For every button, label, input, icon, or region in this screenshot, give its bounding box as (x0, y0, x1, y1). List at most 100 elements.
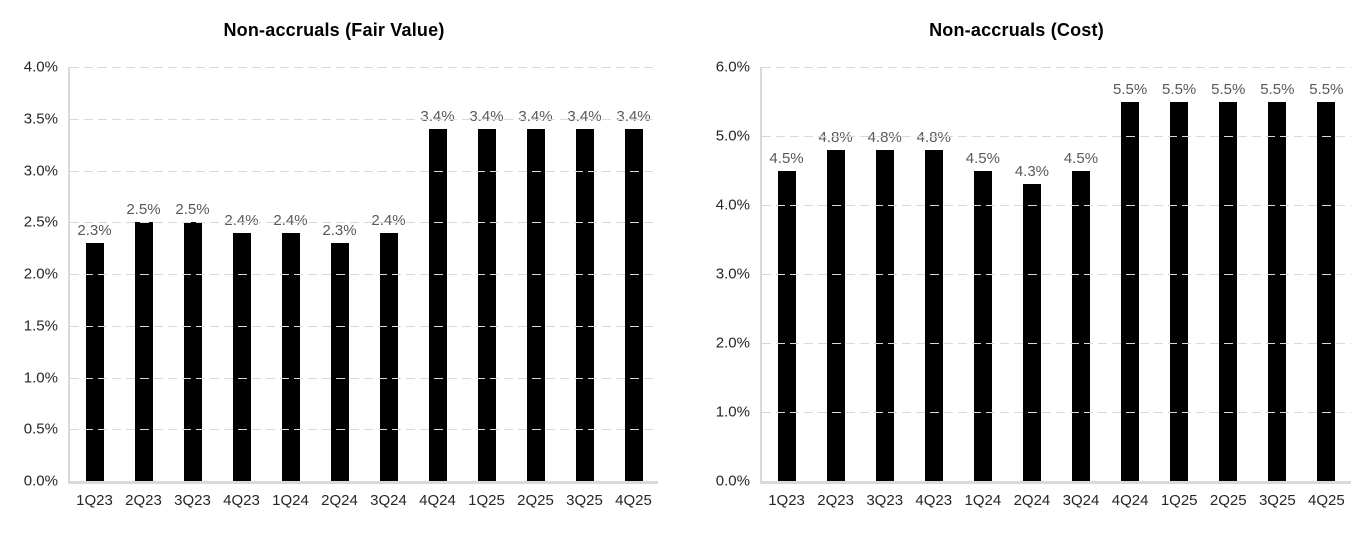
bar-value-label: 3.4% (567, 108, 602, 126)
gridline (70, 377, 658, 379)
x-tick-label: 2Q24 (1013, 492, 1051, 509)
x-tick-label: 1Q24 (272, 492, 309, 509)
bar (777, 170, 796, 481)
gridline (70, 429, 658, 431)
bar (232, 232, 251, 481)
x-axis: 1Q23 2Q23 3Q23 4Q23 1Q24 2Q24 3Q24 4Q24 1Q25 2Q25… (682, 492, 1351, 509)
bar-series: 4.5% 4.8% 4.8% 4.8% 4.5% 4.3% 4.5% 5.5% 5.5% 5.5%… (762, 67, 1351, 481)
bar-cell: 5.5% (1106, 67, 1155, 481)
gridline (70, 170, 658, 172)
bar-value-label: 4.5% (769, 149, 804, 167)
bar-cell: 4.8% (860, 67, 909, 481)
bar-value-label: 2.4% (273, 211, 308, 229)
bar (973, 170, 992, 481)
bar-value-label: 4.5% (1063, 149, 1099, 167)
plot-area: 2.3% 2.5% 2.5% 2.4% 2.4% 2.3% 2.4% 3.4% 3.4% 3.4%… (68, 67, 658, 484)
gridline (70, 274, 658, 275)
y-tick-label: 6.0% (715, 58, 750, 76)
bar (1219, 101, 1238, 481)
x-tick-label: 1Q23 (768, 492, 805, 509)
x-tick-label: 1Q24 (964, 492, 1002, 509)
bar-cell: 2.3% (70, 67, 119, 481)
bar-value-label: 5.5% (1162, 80, 1197, 98)
bar-value-label: 2.3% (322, 221, 357, 239)
x-tick-label: 3Q25 (566, 492, 603, 509)
bar-value-label: 2.3% (77, 221, 112, 239)
bar-value-label: 5.5% (1112, 80, 1148, 98)
bar (826, 149, 845, 481)
bar-value-label: 2.5% (126, 201, 161, 219)
bar-value-label: 2.5% (175, 201, 210, 219)
x-tick-label: 3Q23 (174, 492, 211, 509)
x-axis-spacer (10, 492, 70, 509)
x-tick-label: 4Q25 (1308, 492, 1345, 509)
x-tick-label: 2Q25 (517, 492, 554, 509)
bar (875, 149, 894, 481)
bar-value-label: 4.8% (867, 128, 902, 146)
bar-cell: 4.8% (811, 67, 860, 481)
bar (526, 129, 545, 481)
x-tick-label: 3Q24 (1062, 492, 1100, 509)
bar-cell: 3.4% (462, 67, 511, 481)
bar-value-label: 3.4% (616, 108, 651, 126)
bar (1317, 101, 1336, 481)
bar (379, 232, 398, 481)
chart-body: 0.0% 0.5% 1.0% 1.5% 2.0% 2.5% 3.0% 3.5% 4.0% 2.3… (10, 60, 658, 489)
plot-area: 4.5% 4.8% 4.8% 4.8% 4.5% 4.3% 4.5% 5.5% 5.5% 5.5%… (760, 67, 1351, 484)
x-tick-label: 2Q24 (321, 492, 358, 509)
gridline (762, 343, 1351, 345)
y-tick-label: 0.5% (23, 420, 58, 438)
y-tick-label: 3.0% (715, 265, 750, 283)
bar (1170, 101, 1189, 481)
gridline (762, 274, 1351, 275)
gridline (762, 67, 1351, 68)
bar (477, 129, 496, 481)
y-tick-label: 4.0% (715, 196, 750, 214)
x-tick-label: 1Q25 (468, 492, 505, 509)
bar-cell: 4.3% (1007, 67, 1056, 481)
chart-non-accruals-fair-value: Non-accruals (Fair Value) 0.0% 0.5% 1.0% 1.… (10, 12, 658, 509)
gridline (70, 325, 658, 327)
y-tick-label: 3.0% (23, 162, 58, 179)
x-tick-label: 3Q25 (1258, 492, 1296, 509)
gridline (762, 205, 1351, 207)
y-tick-label: 0.0% (23, 472, 58, 490)
bar-value-label: 4.3% (1014, 163, 1050, 181)
x-tick-label: 4Q25 (615, 492, 652, 509)
y-tick-label: 2.0% (23, 265, 58, 283)
gridline (762, 136, 1351, 137)
chart-title: Non-accruals (Fair Value) (223, 20, 445, 40)
bar-cell: 3.4% (609, 67, 658, 481)
y-axis: 0.0% 0.5% 1.0% 1.5% 2.0% 2.5% 3.0% 3.5% 4.0% (10, 60, 68, 489)
bar-cell: 2.5% (119, 67, 168, 481)
y-tick-label: 1.0% (23, 369, 58, 386)
x-tick-label: 1Q23 (76, 492, 113, 509)
bar (330, 242, 349, 481)
gridline (762, 412, 1351, 414)
y-tick-label: 1.0% (715, 403, 750, 421)
bar (183, 222, 202, 481)
bar-value-label: 5.5% (1309, 80, 1344, 98)
bar-cell: 4.5% (1056, 67, 1105, 481)
gridline (70, 222, 658, 224)
bar-cell: 4.8% (909, 67, 958, 481)
bar-cell: 4.5% (958, 67, 1007, 481)
bar (1022, 184, 1041, 481)
x-axis: 1Q23 2Q23 3Q23 4Q23 1Q24 2Q24 3Q24 4Q24 1Q25 2Q25… (10, 492, 658, 509)
bar-value-label: 3.4% (469, 108, 504, 126)
x-tick-label: 3Q24 (370, 492, 407, 509)
bar-cell: 5.5% (1204, 67, 1253, 481)
x-tick-label: 4Q24 (1111, 492, 1149, 509)
charts-page: Non-accruals (Fair Value) 0.0% 0.5% 1.0% 1.… (10, 12, 1351, 509)
x-tick-label: 2Q25 (1209, 492, 1247, 509)
bar-cell: 2.4% (217, 67, 266, 481)
bar (575, 129, 594, 481)
x-tick-label: 2Q23 (817, 492, 854, 509)
bar-value-label: 4.5% (965, 149, 1000, 167)
x-tick-label: 2Q23 (125, 492, 162, 509)
bar-value-label: 4.8% (916, 128, 951, 146)
bar-cell: 2.5% (168, 67, 217, 481)
bar-cell: 3.4% (413, 67, 462, 481)
bar-cell: 5.5% (1155, 67, 1204, 481)
x-tick-label: 3Q23 (866, 492, 904, 509)
